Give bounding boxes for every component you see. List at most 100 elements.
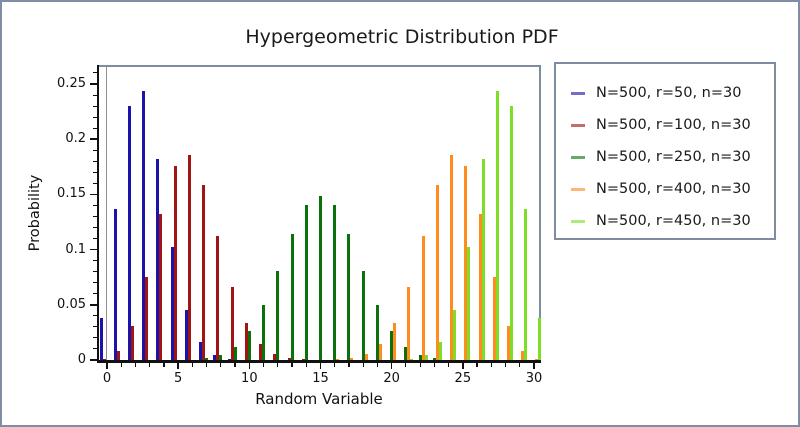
y-minor-tick [93,293,97,295]
x-major-tick [533,363,535,369]
bar-n-500-r-400-n-30-x22 [421,236,425,360]
x-minor-tick [419,363,421,367]
x-major-tick [248,363,251,369]
bar-n-500-r-50-n-30-x5 [170,246,174,360]
bar-n-500-r-100-n-30-x13 [287,358,291,360]
bar-n-500-r-250-n-30-x19 [375,305,379,360]
legend: N=500, r=50, n=30 N=500, r=100, n=30 N=500… [554,62,776,240]
legend-label: N=500, r=450, n=30 [596,213,751,229]
bar-n-500-r-400-n-30-x17 [350,358,354,360]
x-minor-tick [206,363,208,367]
y-major-tick [90,304,97,306]
bar-n-500-r-450-n-30-x27 [495,90,499,360]
y-minor-tick [93,105,97,107]
bar-n-500-r-400-n-30-x29 [521,351,525,360]
x-minor-tick [476,363,478,367]
y-axis-line [97,65,99,360]
legend-color-swatch [571,187,585,191]
y-minor-tick [93,149,97,151]
bar-n-500-r-100-n-30-x8 [216,236,220,360]
y-minor-tick [93,260,97,262]
bar-n-500-r-400-n-30-x18 [364,354,368,360]
y-minor-tick [93,171,97,173]
bar-n-500-r-50-n-30-x2 [127,105,131,360]
bar-n-500-r-100-n-30-x3 [145,276,149,360]
y-minor-tick [93,348,97,350]
legend-color-swatch [571,155,585,159]
bar-n-500-r-50-n-30-x1 [113,209,117,360]
bar-n-500-r-400-n-30-x23 [435,185,439,360]
y-minor-tick [93,238,97,240]
bar-n-500-r-250-n-30-x13 [290,233,294,360]
bar-n-500-r-50-n-30-x6 [184,310,188,360]
x-tick-label: 5 [174,371,183,386]
x-minor-tick [504,363,507,367]
bar-n-500-r-250-n-30-x11 [262,305,266,360]
y-minor-tick [93,72,97,74]
bar-n-500-r-100-n-30-x12 [273,354,277,360]
legend-item: N=500, r=100, n=30 [556,109,774,141]
legend-item: N=500, r=50, n=30 [556,77,774,109]
bar-n-500-r-50-n-30-x0 [99,317,103,360]
bar-n-500-r-100-n-30-x9 [230,286,234,360]
x-minor-tick [134,363,137,367]
bar-n-500-r-250-n-30-x16 [333,204,337,360]
x-tick-label: 20 [383,371,400,386]
bar-n-500-r-100-n-30-x2 [130,325,134,360]
y-minor-tick [93,182,97,184]
legend-color-swatch [571,219,585,223]
x-tick-label: 10 [241,371,258,386]
bar-n-500-r-450-n-30-x30 [538,317,542,360]
x-major-tick [177,363,179,369]
bar-n-500-r-100-n-30-x10 [244,323,248,360]
y-tick-label: 0.1 [65,241,86,257]
bar-n-500-r-250-n-30-x22 [418,354,422,360]
x-minor-tick [277,363,279,367]
x-axis-label: Random Variable [255,390,383,408]
bar-n-500-r-50-n-30-x4 [156,158,160,360]
bar-n-500-r-450-n-30-x24 [453,310,457,360]
y-major-tick [90,138,97,140]
bar-n-500-r-450-n-30-x29 [524,209,528,360]
bar-n-500-r-250-n-30-x18 [361,270,365,360]
bar-n-500-r-100-n-30-x14 [301,359,305,360]
bar-n-500-r-100-n-30-x4 [159,214,163,360]
x-tick-label: 25 [454,371,472,386]
x-minor-tick [405,363,407,367]
x-minor-tick [262,363,265,367]
y-major-tick [90,83,97,85]
bar-n-500-r-450-n-30-x21 [410,358,414,360]
legend-item: N=500, r=250, n=30 [556,141,774,173]
bar-n-500-r-250-n-30-x12 [276,270,280,360]
x-major-tick [106,363,108,369]
x-major-tick [462,363,464,369]
bar-n-500-r-100-n-30-x5 [173,165,177,360]
x-minor-tick [519,363,521,367]
bar-n-500-r-450-n-30-x26 [481,158,485,360]
x-minor-tick [163,363,165,367]
bar-n-500-r-400-n-30-x28 [507,325,511,360]
x-major-tick [390,363,393,369]
y-minor-tick [93,337,97,339]
y-minor-tick [93,215,97,217]
y-tick-label: 0.15 [57,186,86,202]
y-minor-tick [93,227,97,229]
y-tick-label: 0.25 [57,76,86,91]
bar-n-500-r-450-n-30-x25 [467,246,471,360]
bar-n-500-r-50-n-30-x9 [227,358,231,360]
bar-n-500-r-400-n-30-x21 [407,286,411,360]
bar-n-500-r-100-n-30-x11 [259,344,263,360]
bar-n-500-r-400-n-30-x30 [535,358,539,360]
bar-n-500-r-400-n-30-x20 [393,323,397,360]
x-tick-label: 30 [525,371,543,386]
bar-n-500-r-50-n-30-x7 [199,342,203,360]
bar-n-500-r-250-n-30-x14 [304,204,308,360]
legend-item: N=500, r=450, n=30 [556,205,774,237]
bar-n-500-r-450-n-30-x28 [510,105,514,360]
legend-color-swatch [571,91,585,95]
bar-n-500-r-450-n-30-x22 [424,354,428,360]
legend-label: N=500, r=50, n=30 [596,85,742,101]
y-major-tick [90,193,97,196]
legend-item: N=500, r=400, n=30 [556,173,774,205]
